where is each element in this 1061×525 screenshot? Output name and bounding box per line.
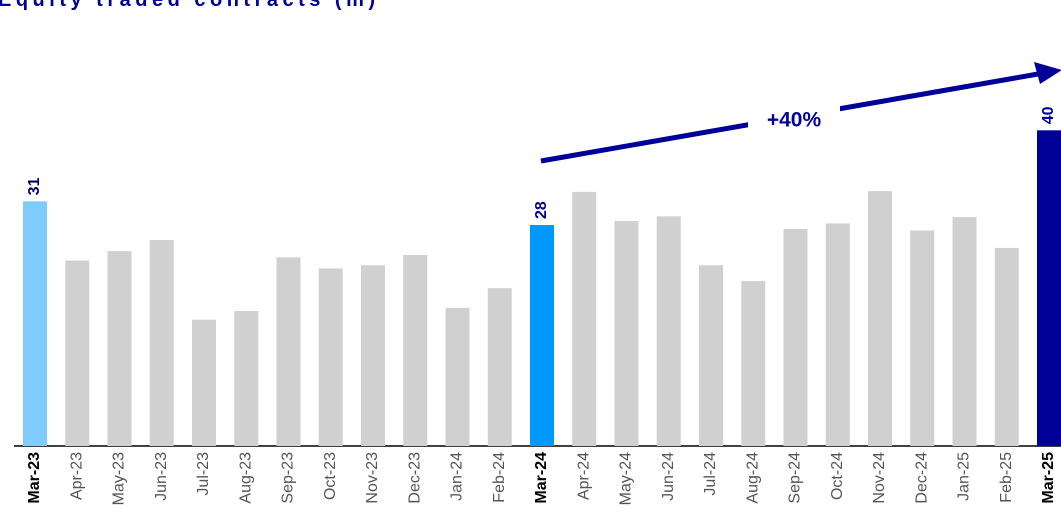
bar — [530, 225, 554, 446]
value-label: 31 — [26, 177, 43, 195]
x-tick-label: Nov-23 — [364, 452, 381, 504]
arrow-head — [1034, 62, 1061, 84]
bar — [107, 251, 132, 446]
x-tick-label: Feb-24 — [491, 452, 508, 503]
bar — [825, 223, 850, 446]
x-tick-label: Mar-25 — [1040, 452, 1057, 504]
x-tick-label: Dec-24 — [913, 452, 930, 504]
bar — [699, 265, 723, 446]
growth-arrow: +40% — [540, 62, 1061, 164]
x-tick-label: Mar-24 — [533, 452, 550, 504]
annotation: +40% — [767, 109, 822, 132]
bar — [403, 254, 428, 446]
bar — [614, 221, 639, 446]
bar — [994, 247, 1019, 446]
bar — [149, 239, 174, 446]
x-tick-label: Jan-25 — [956, 452, 973, 501]
bar — [192, 319, 216, 446]
x-tick-label: Feb-25 — [998, 452, 1015, 503]
bar — [361, 265, 385, 446]
annotation-bg — [748, 100, 840, 136]
x-tick-label: Jun-23 — [153, 452, 170, 501]
bar — [487, 288, 512, 446]
x-tick-label: May-23 — [111, 452, 128, 505]
x-tick-label: Jun-24 — [660, 452, 677, 501]
bar — [445, 307, 470, 446]
bar — [952, 217, 977, 446]
x-tick-label: Apr-24 — [575, 452, 592, 500]
bar — [276, 257, 301, 446]
x-tick-label: Dec-23 — [406, 452, 423, 504]
x-tick-label: Sep-23 — [280, 452, 297, 504]
bar — [1037, 130, 1061, 447]
bar — [572, 191, 597, 446]
x-tick-label: Mar-23 — [26, 452, 43, 504]
bar — [23, 201, 47, 446]
bar — [656, 216, 681, 446]
bar — [783, 228, 808, 446]
x-tick-label: Apr-23 — [68, 452, 85, 500]
chart-title: Equity traded contracts (m) — [0, 0, 380, 11]
x-tick-label: Aug-23 — [237, 452, 254, 504]
bar — [741, 281, 766, 446]
value-label: 28 — [533, 201, 550, 219]
value-label: 40 — [1040, 106, 1057, 124]
x-tick-label: Nov-24 — [871, 452, 888, 504]
x-tick-label: Jul-24 — [702, 452, 719, 496]
bar — [318, 268, 343, 446]
x-tick-label: May-24 — [618, 452, 635, 505]
x-tick-label: Oct-24 — [829, 452, 846, 500]
x-tick-label: Sep-24 — [787, 452, 804, 504]
x-tick-label: Jan-24 — [449, 452, 466, 501]
x-tick-label: Jul-23 — [195, 452, 212, 496]
x-tick-label: Oct-23 — [322, 452, 339, 500]
bar — [868, 191, 892, 446]
bar — [910, 230, 935, 446]
bar — [234, 311, 259, 446]
x-tick-label: Aug-24 — [744, 452, 761, 504]
bar — [65, 260, 90, 446]
